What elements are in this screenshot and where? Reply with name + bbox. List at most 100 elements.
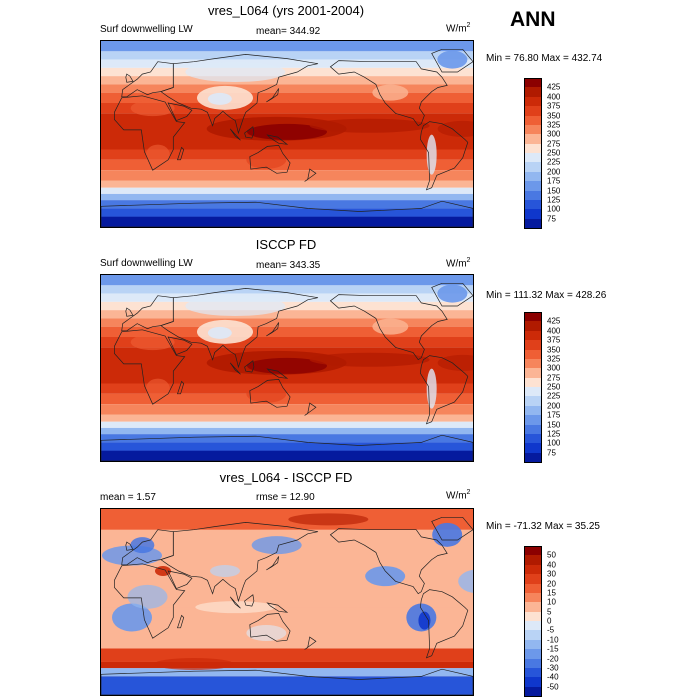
colorbar-swatch	[524, 153, 542, 163]
coastline	[266, 322, 280, 337]
field-band	[101, 337, 473, 348]
field-band	[101, 301, 473, 311]
colorbar-swatch	[524, 218, 542, 229]
colorbar-swatch	[524, 677, 542, 688]
field-band	[101, 193, 473, 201]
colorbar-swatch	[524, 124, 542, 135]
field-feature	[309, 352, 430, 367]
coastline	[101, 200, 473, 227]
field-feature	[426, 134, 437, 175]
colorbar-tick-label: -40	[547, 672, 559, 682]
coastline	[160, 522, 319, 603]
colorbar-tick-label: 175	[547, 410, 561, 420]
coastline	[167, 570, 193, 590]
field-feature	[195, 601, 276, 614]
colorbar-tick-label: 50	[547, 550, 556, 560]
colorbar-tick-label: 200	[547, 401, 561, 411]
field-feature	[247, 357, 327, 374]
field-band	[101, 51, 473, 60]
colorbar-swatch	[524, 171, 542, 182]
coastline	[244, 594, 255, 607]
field-band	[101, 275, 473, 286]
panel-title: vres_L064 - ISCCP FD	[219, 470, 353, 485]
units-text: W/m	[446, 23, 467, 35]
field-band	[101, 661, 473, 669]
units-label: W/m2	[446, 22, 470, 34]
map-model	[100, 40, 474, 228]
colorbar-swatch	[524, 443, 542, 454]
field-band	[101, 676, 473, 695]
colorbar-swatch	[524, 658, 542, 669]
field-feature	[418, 611, 431, 630]
coastline	[114, 95, 186, 171]
field-band	[101, 159, 473, 171]
field-band	[101, 393, 473, 405]
colorbar-swatch	[524, 630, 542, 641]
coastline	[114, 329, 186, 405]
field-feature	[288, 513, 369, 526]
field-band	[101, 450, 473, 461]
field-band	[101, 200, 473, 209]
field-band	[101, 285, 473, 294]
colorbar-tick-label: 100	[547, 204, 561, 214]
colorbar-swatch	[524, 330, 542, 341]
colorbar-tick-label: 10	[547, 597, 556, 607]
field-feature	[127, 584, 168, 609]
coastline	[249, 145, 291, 174]
coastline	[431, 516, 473, 541]
minmax-label: Min = 111.32 Max = 428.26	[486, 290, 607, 301]
colorbar-swatch	[524, 592, 542, 603]
colorbar-swatch	[524, 424, 542, 435]
colorbar-tick-label: 75	[547, 214, 556, 224]
colorbar-tick-label: 250	[547, 148, 561, 158]
minmax-label: Min = -71.32 Max = 35.25	[486, 521, 600, 532]
coastline	[304, 168, 317, 182]
variable-label: Surf downwelling LW	[100, 258, 193, 269]
minmax-label: Min = 76.80 Max = 432.74	[486, 53, 603, 64]
colorbar-swatch	[524, 340, 542, 350]
colorbar-swatch	[524, 358, 542, 369]
field-band	[101, 208, 473, 217]
coastline	[419, 355, 469, 425]
colorbar-swatch	[524, 639, 542, 650]
coastline	[304, 402, 317, 416]
coastline	[101, 668, 473, 695]
colorbar-tick-label: 5	[547, 607, 552, 617]
map-field-model	[101, 41, 473, 227]
colorbar-swatch	[524, 667, 542, 678]
field-band	[101, 668, 473, 677]
colorbar-swatch	[524, 134, 542, 145]
colorbar-tick-label: 375	[547, 335, 561, 345]
coastline	[125, 73, 134, 83]
field-band	[101, 170, 473, 181]
colorbar-tick-label: 75	[547, 448, 556, 458]
coastline	[167, 336, 193, 356]
field-feature	[112, 603, 152, 632]
field-band	[101, 76, 473, 85]
colorbar-swatch	[524, 611, 542, 622]
colorbar-swatch	[524, 433, 542, 444]
mean-label: mean= 344.92	[256, 26, 321, 37]
coastline	[329, 60, 448, 127]
coastline	[125, 307, 134, 317]
colorbar-swatch	[524, 377, 542, 388]
units-label: W/m2	[446, 257, 470, 269]
colorbar-tick-label: 375	[547, 101, 561, 111]
coastline	[229, 362, 241, 375]
field-feature	[210, 565, 240, 577]
colorbar-tick-label: 275	[547, 373, 561, 383]
colorbar-tick-label: 0	[547, 616, 552, 626]
field-band	[101, 427, 473, 435]
colorbar-tick-label: 20	[547, 579, 556, 588]
map-field-diff	[101, 509, 473, 695]
field-feature	[130, 537, 155, 554]
colorbar-tick-label: 400	[547, 326, 561, 336]
field-feature	[130, 100, 175, 117]
coastline	[167, 102, 193, 122]
field-band	[101, 414, 473, 422]
field-feature	[437, 120, 473, 137]
colorbar-swatch	[524, 546, 542, 556]
map-diff	[100, 508, 474, 696]
field-feature	[207, 92, 232, 105]
field-feature	[145, 378, 170, 399]
